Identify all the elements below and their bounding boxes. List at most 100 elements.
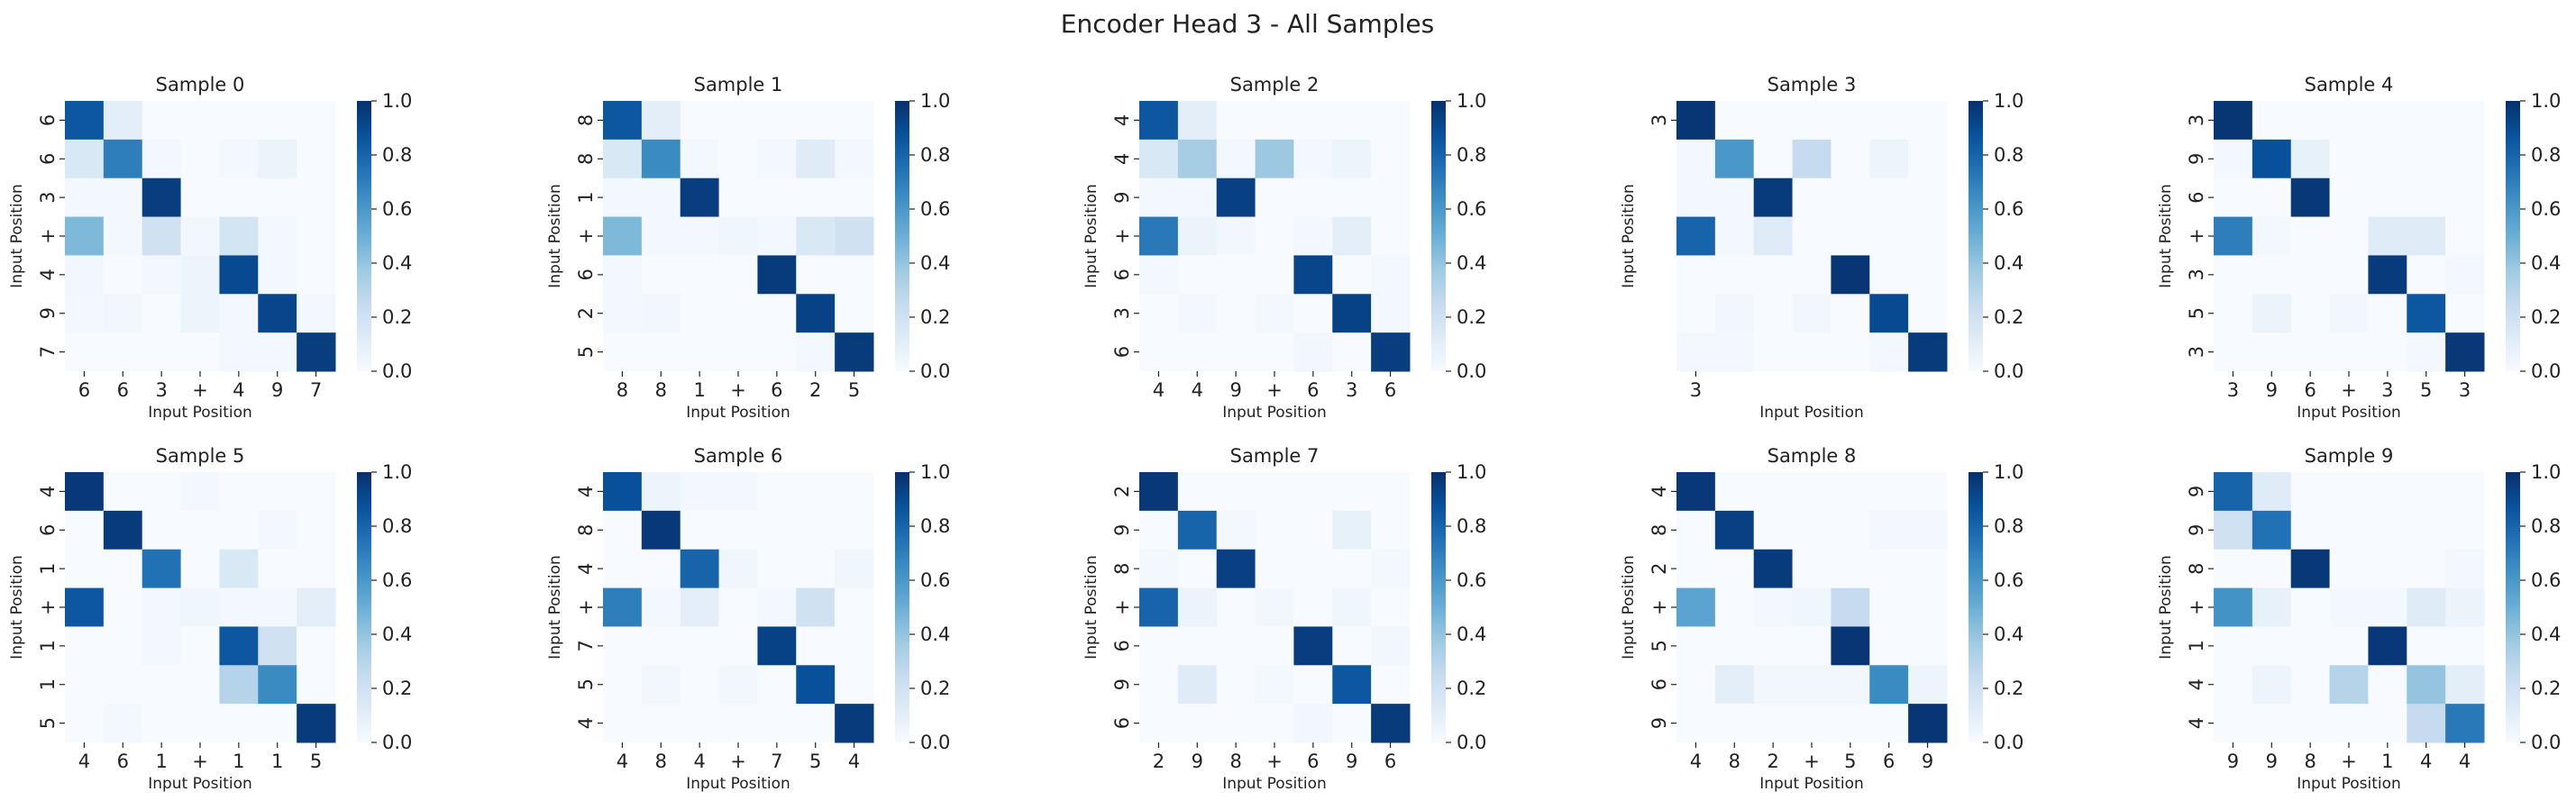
- heatmap-cell: [2445, 294, 2485, 333]
- heatmap-cell: [1371, 332, 1411, 372]
- heatmap-cell: [1332, 626, 1372, 666]
- heatmap-cell: [1908, 255, 1948, 295]
- y-axis-label: Input Position: [1082, 555, 1101, 660]
- x-axis-label: Input Position: [1759, 404, 1864, 422]
- heatmap-cell: [1216, 665, 1256, 705]
- x-tick-label: 9: [2266, 379, 2278, 401]
- heatmap-cell: [1908, 139, 1948, 179]
- y-tick-label: 4: [575, 562, 597, 574]
- heatmap-cell: [65, 704, 105, 743]
- heatmap-cell: [796, 255, 836, 295]
- heatmap-cell: [1139, 177, 1179, 218]
- heatmap-cell: [603, 472, 643, 512]
- heatmap-cell: [757, 294, 797, 333]
- y-tick-label: 8: [575, 153, 597, 165]
- heatmap-panel: Sample 0 6 6 6 6 3 3 + +4 4 9 9 7 7 Input Position Inpu…: [8, 74, 412, 422]
- heatmap-cell: [1676, 332, 1716, 372]
- heatmap-cell: [103, 665, 143, 705]
- heatmap-cell: [1177, 139, 1218, 179]
- heatmap-cell: [1908, 332, 1948, 372]
- y-tick-label: 9: [1111, 524, 1133, 536]
- colorbar-tick-label: 0.0: [1457, 360, 1486, 382]
- heatmap-cell: [1332, 472, 1372, 512]
- x-tick-label: 4: [2420, 751, 2432, 772]
- heatmap-cell: [2329, 549, 2369, 589]
- x-tick-label: 6: [117, 379, 129, 401]
- heatmap-cell: [2407, 704, 2446, 743]
- heatmap-cell: [1869, 216, 1909, 256]
- y-tick-label: 5: [37, 717, 59, 729]
- heatmap-cell: [2252, 665, 2292, 705]
- y-tick-label: 1: [37, 640, 59, 651]
- heatmap-cell: [1792, 665, 1832, 705]
- heatmap-cell: [180, 626, 220, 666]
- heatmap-cell: [718, 665, 758, 705]
- heatmap-cell: [641, 255, 681, 295]
- heatmap-cell: [103, 216, 143, 256]
- heatmap-cell: [1831, 665, 1870, 705]
- heatmap-cell: [65, 587, 105, 627]
- heatmap-cell: [65, 216, 105, 256]
- x-tick-label: +: [730, 379, 746, 401]
- heatmap-cell: [2214, 216, 2253, 256]
- y-tick-label: 9: [37, 307, 59, 319]
- heatmap-cell: [1792, 332, 1832, 372]
- heatmap-cell: [219, 177, 259, 218]
- heatmap-cell: [641, 704, 681, 743]
- heatmap-cell: [65, 101, 105, 141]
- heatmap-cell: [1177, 177, 1218, 218]
- heatmap-cell: [2214, 294, 2253, 333]
- heatmap-cell: [1714, 587, 1755, 627]
- heatmap-cell: [1332, 101, 1372, 141]
- colorbar-tick-label: 1.0: [382, 461, 412, 483]
- colorbar: [2506, 472, 2520, 742]
- panel-title: Sample 7: [1230, 445, 1320, 467]
- colorbar-tick-label: 0.6: [920, 198, 950, 220]
- heatmap-cell: [1332, 255, 1372, 295]
- x-tick-label: 8: [617, 379, 628, 401]
- heatmap-cell: [1869, 332, 1909, 372]
- heatmap-cell: [641, 510, 681, 551]
- heatmap-cell: [1753, 665, 1794, 705]
- y-tick-label: +: [2186, 599, 2207, 615]
- heatmap-cell: [1255, 255, 1294, 295]
- colorbar-tick-label: 0.8: [2531, 144, 2561, 166]
- heatmap-cell: [757, 332, 797, 372]
- heatmap-cell: [258, 472, 297, 512]
- heatmap-cell: [1255, 101, 1294, 141]
- heatmap-cell: [757, 472, 797, 512]
- colorbar-tick-label: 0.0: [382, 360, 412, 382]
- heatmap-cell: [180, 255, 220, 295]
- heatmap-cell: [2290, 626, 2331, 666]
- colorbar-tick-label: 0.2: [920, 678, 950, 699]
- x-tick-label: 5: [1844, 751, 1856, 772]
- heatmap-cell: [1831, 101, 1870, 141]
- heatmap-cell: [1371, 587, 1411, 627]
- y-axis-label: Input Position: [546, 184, 564, 288]
- y-axis-label: Input Position: [546, 555, 564, 660]
- y-tick-label: 7: [37, 346, 59, 358]
- heatmap-cell: [1332, 177, 1372, 218]
- y-tick-label: +: [1111, 599, 1133, 615]
- heatmap-cell: [1332, 510, 1372, 551]
- heatmap-cell: [1831, 472, 1870, 512]
- heatmap-cell: [219, 255, 259, 295]
- heatmap-cell: [1792, 549, 1832, 589]
- heatmap-cell: [2445, 255, 2485, 295]
- heatmap-cell: [1216, 139, 1256, 179]
- heatmap-cell: [2368, 255, 2407, 295]
- heatmap-cell: [65, 510, 105, 551]
- heatmap-cell: [2252, 139, 2292, 179]
- heatmap-cell: [2252, 472, 2292, 512]
- heatmap-cell: [258, 294, 297, 333]
- heatmap-cell: [2290, 101, 2331, 141]
- heatmap-cell: [1869, 177, 1909, 218]
- heatmap-cell: [1293, 139, 1333, 179]
- colorbar-tick-label: 0.4: [1457, 252, 1486, 274]
- heatmap-cell: [1831, 139, 1870, 179]
- heatmap-cell: [2407, 294, 2446, 333]
- x-tick-label: 3: [2227, 379, 2239, 401]
- x-tick-label: 6: [1384, 751, 1396, 772]
- heatmap-cell: [1792, 626, 1832, 666]
- heatmap-cell: [641, 549, 681, 589]
